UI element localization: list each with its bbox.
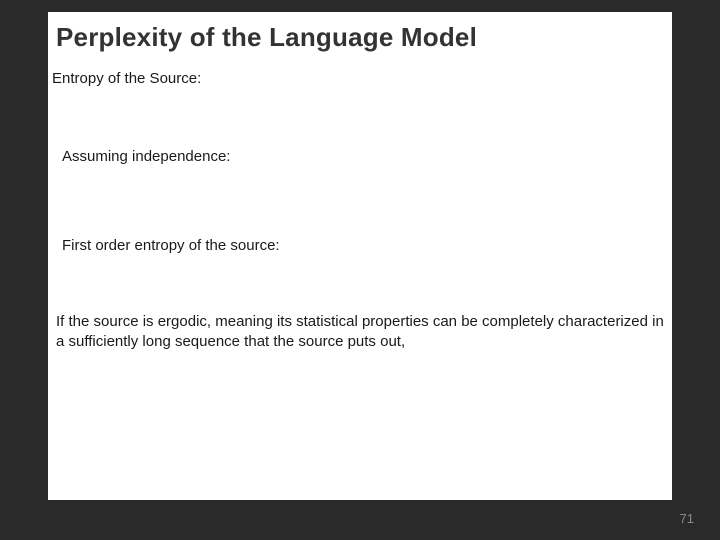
assuming-independence-label: Assuming independence: xyxy=(48,89,672,167)
slide-title: Perplexity of the Language Model xyxy=(48,12,672,67)
first-order-entropy-label: First order entropy of the source: xyxy=(48,168,672,256)
content-area: Perplexity of the Language Model Entropy… xyxy=(48,12,672,500)
ergodic-paragraph: If the source is ergodic, meaning its st… xyxy=(48,256,672,353)
page-number: 71 xyxy=(680,511,694,526)
entropy-source-label: Entropy of the Source: xyxy=(48,67,672,89)
slide: Perplexity of the Language Model Entropy… xyxy=(0,0,720,540)
